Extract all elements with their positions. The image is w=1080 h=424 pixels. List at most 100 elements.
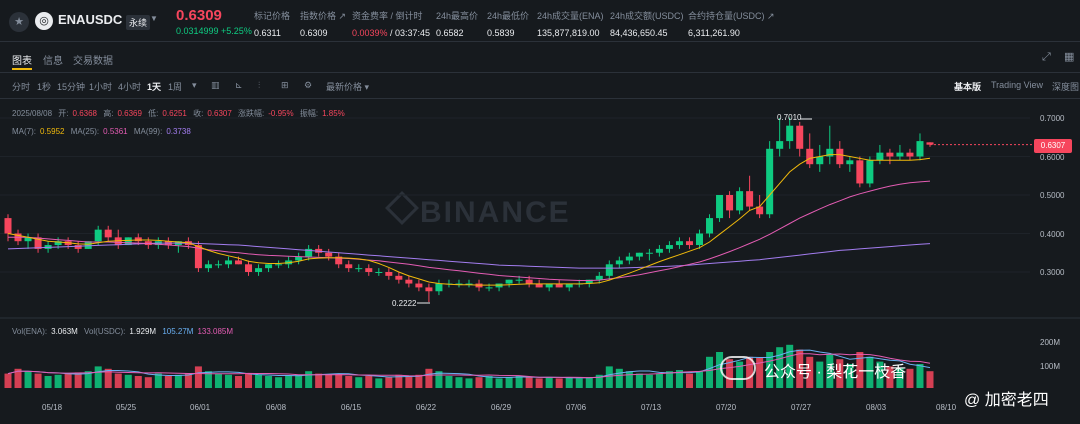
chart-style-icon[interactable]: ⫶ bbox=[258, 80, 261, 90]
candle-body bbox=[104, 229, 112, 238]
view-basic[interactable]: 基本版 bbox=[954, 82, 982, 92]
more-intervals-icon[interactable]: ▾ bbox=[192, 80, 197, 90]
volume-bar bbox=[736, 361, 744, 388]
volume-bar bbox=[555, 378, 563, 388]
volume-bar bbox=[234, 376, 243, 388]
symbol-name[interactable]: ENAUSDC bbox=[58, 12, 123, 27]
volume-bar bbox=[625, 371, 633, 388]
volume-bar bbox=[605, 366, 613, 388]
volume-bar bbox=[595, 374, 603, 388]
price-tick: 0.5000 bbox=[1040, 191, 1065, 200]
candle-body bbox=[926, 142, 934, 145]
candle-body bbox=[645, 252, 653, 254]
candle-body bbox=[465, 283, 473, 285]
volume-bar bbox=[245, 373, 253, 388]
candle-body bbox=[695, 233, 704, 246]
interval-1s[interactable]: 1秒 bbox=[37, 82, 52, 92]
candle-body bbox=[545, 283, 553, 288]
ma99-line bbox=[7, 242, 931, 269]
volume-bar bbox=[415, 374, 423, 388]
candle-body bbox=[224, 260, 232, 265]
volume-bar bbox=[315, 373, 323, 388]
candle-body bbox=[134, 237, 142, 242]
candle-body bbox=[194, 245, 202, 269]
candle-body bbox=[816, 156, 824, 165]
candle-body bbox=[245, 264, 253, 272]
volume-bar bbox=[455, 377, 463, 388]
volume-tick: 100M bbox=[1040, 362, 1061, 371]
view-tradingview[interactable]: Trading View bbox=[991, 80, 1044, 90]
candle-body bbox=[34, 237, 42, 249]
grid-icon[interactable]: ▦ bbox=[1064, 51, 1075, 63]
candle-body bbox=[746, 191, 754, 207]
expand-icon[interactable]: ⤢ bbox=[1042, 51, 1051, 63]
star-icon[interactable]: ★ bbox=[9, 12, 29, 32]
overlay-watermark-2: @ 加密老四 bbox=[964, 392, 1049, 409]
high-marker: 0.7010 bbox=[777, 113, 802, 122]
volume-bar bbox=[44, 376, 52, 388]
view-depth[interactable]: 深度图 bbox=[1052, 82, 1080, 92]
candle-body bbox=[365, 268, 373, 272]
volume-bar bbox=[64, 373, 72, 388]
volume-bar bbox=[435, 371, 443, 388]
gear-icon[interactable]: ⚙ bbox=[304, 80, 313, 90]
stat-24h-volume: 24h成交量(ENA) 135,877,819.00 bbox=[537, 11, 604, 38]
layout-icon[interactable]: ⊞ bbox=[281, 80, 289, 90]
volume-bar bbox=[375, 378, 383, 388]
chevron-down-icon[interactable]: ▼ bbox=[150, 14, 158, 23]
volume-bar bbox=[495, 378, 503, 388]
stat-index-price[interactable]: 指数价格 ↗ 0.6309 bbox=[300, 11, 347, 38]
indicator-icon[interactable]: ⊾ bbox=[235, 80, 243, 90]
ohlc-legend: 2025/08/08 开: 0.6368 高: 0.6369 低: 0.6251 收:… bbox=[12, 109, 345, 118]
stat-funding-rate: 资金费率 / 倒计时 0.0039% / 03:37:45 bbox=[352, 11, 431, 38]
interval-1w[interactable]: 1周 bbox=[168, 82, 183, 92]
candle-body bbox=[866, 160, 874, 184]
interval-1d[interactable]: 1天 bbox=[147, 82, 162, 92]
date-tick: 06/01 bbox=[190, 403, 211, 412]
volume-bar bbox=[866, 356, 874, 388]
candle-type-icon[interactable]: ▥ bbox=[211, 80, 220, 90]
stat-open-interest[interactable]: 合约持仓量(USDC) ↗ 6,311,261.90 bbox=[688, 11, 775, 38]
candle-body bbox=[886, 152, 894, 157]
candle-body bbox=[385, 272, 393, 276]
volume-bar bbox=[84, 371, 92, 388]
interval-time[interactable]: 分时 bbox=[12, 82, 31, 92]
volume-bar bbox=[876, 361, 884, 388]
volume-bar bbox=[385, 377, 393, 388]
watermark: BINANCE bbox=[420, 196, 571, 229]
volume-bar bbox=[114, 373, 122, 388]
candle-body bbox=[325, 252, 333, 257]
tab-chart[interactable]: 图表 bbox=[12, 56, 32, 67]
volume-bar bbox=[886, 366, 894, 388]
volume-legend: Vol(ENA): 3.063M Vol(USDC): 1.929M 105.27M… bbox=[12, 327, 234, 336]
candle-body bbox=[94, 229, 102, 242]
tab-trading-data[interactable]: 交易数据 bbox=[73, 56, 113, 67]
volume-bar bbox=[54, 374, 62, 388]
candle-body bbox=[736, 191, 744, 211]
interval-15m[interactable]: 15分钟 bbox=[57, 82, 86, 92]
interval-4h[interactable]: 4小时 bbox=[118, 82, 142, 92]
date-tick: 07/13 bbox=[641, 403, 662, 412]
candle-body bbox=[515, 279, 523, 281]
volume-bar bbox=[104, 368, 112, 388]
volume-bar bbox=[565, 377, 573, 388]
candle-body bbox=[906, 152, 914, 157]
tab-info[interactable]: 信息 bbox=[43, 56, 63, 67]
candle-body bbox=[485, 287, 493, 289]
volume-bar bbox=[695, 371, 704, 388]
latest-price-dropdown[interactable]: 最新价格 ▾ bbox=[326, 82, 370, 92]
volume-bar bbox=[766, 352, 774, 388]
volume-bar bbox=[194, 366, 202, 388]
interval-1h[interactable]: 1小时 bbox=[89, 82, 113, 92]
volume-bar bbox=[505, 377, 513, 388]
last-price: 0.6309 bbox=[176, 7, 222, 24]
candle-body bbox=[305, 248, 313, 257]
contract-type-badge: 永续 bbox=[126, 15, 151, 30]
volume-bar bbox=[325, 374, 333, 388]
active-tab-indicator bbox=[12, 68, 32, 70]
volume-bar bbox=[525, 377, 533, 388]
volume-bar bbox=[164, 376, 172, 388]
ma7-line bbox=[7, 154, 931, 286]
volume-bar bbox=[635, 373, 643, 388]
